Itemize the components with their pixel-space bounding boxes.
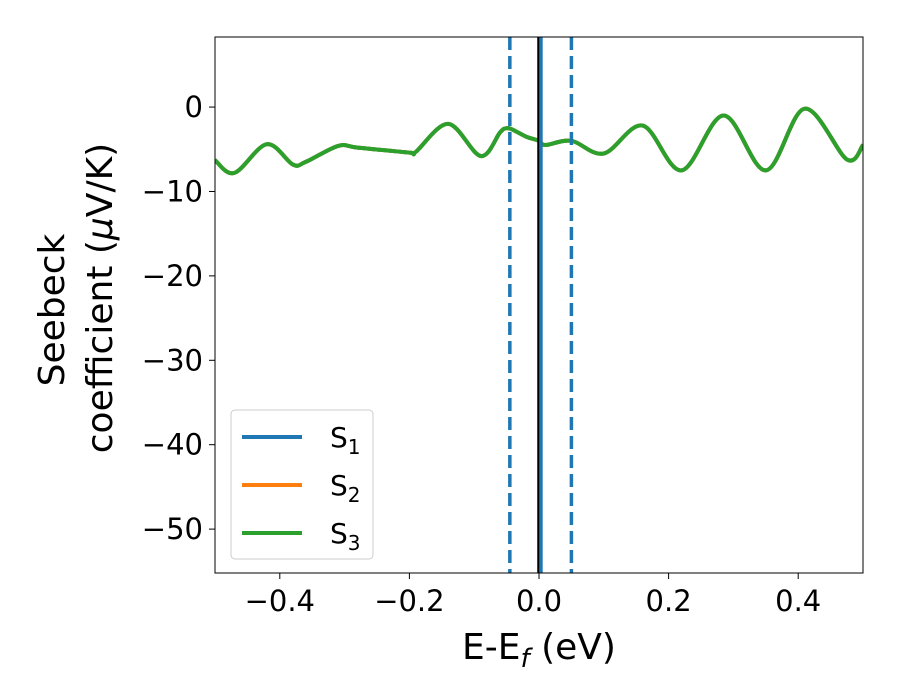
y-tick-label: −20 xyxy=(142,259,203,293)
y-tick-label: −40 xyxy=(142,428,203,462)
x-tick-label: 0.0 xyxy=(516,584,562,618)
legend-label-s1: S1 xyxy=(330,421,361,459)
series-line-s3 xyxy=(215,106,863,176)
legend: S1 S2 S3 xyxy=(230,409,374,560)
x-tick-label: 0.2 xyxy=(646,584,692,618)
y-tick-label: −30 xyxy=(142,343,203,377)
y-tick-label: 0 xyxy=(185,90,203,124)
plot-lines xyxy=(215,37,863,573)
y-tick-label: −10 xyxy=(142,174,203,208)
x-axis-ticks: −0.4 −0.2 0.0 0.2 0.4 xyxy=(245,573,821,618)
x-axis-label-suffix: (eV) xyxy=(530,627,616,668)
y-axis-label-suffix: V/K) xyxy=(80,143,121,217)
y-axis-label-mu: μ xyxy=(80,217,121,241)
y-axis-label-prefix: coefficient ( xyxy=(80,240,121,453)
y-axis-ticks: 0 −10 −20 −30 −40 −50 xyxy=(142,90,215,546)
x-tick-label: −0.2 xyxy=(374,584,444,618)
x-axis-label: E-Ef (eV) xyxy=(462,627,616,674)
y-axis-label-line1: Seebeck xyxy=(32,233,73,386)
x-tick-label: −0.4 xyxy=(245,584,315,618)
legend-label-s3: S3 xyxy=(330,517,361,555)
legend-label-s2: S2 xyxy=(330,469,361,507)
x-tick-label: 0.4 xyxy=(775,584,821,618)
y-axis-label-line2: coefficient (μV/K) xyxy=(80,143,121,453)
y-tick-label: −50 xyxy=(142,512,203,546)
x-axis-label-main: E-E xyxy=(462,627,520,668)
